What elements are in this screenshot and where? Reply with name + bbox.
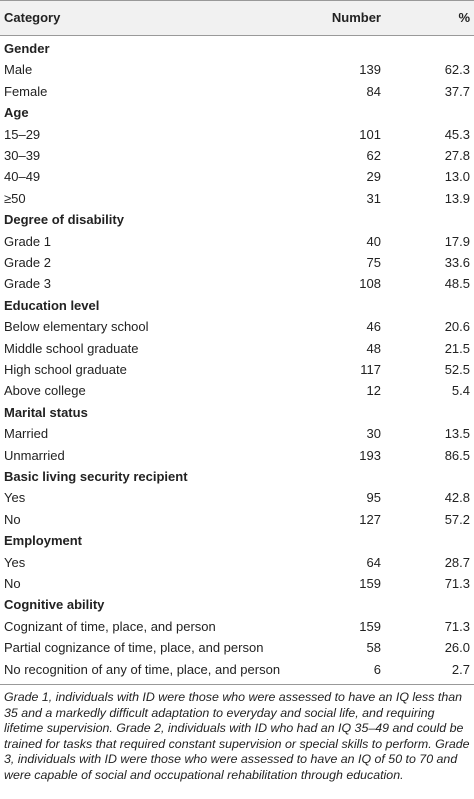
row-value: 37.7 bbox=[444, 83, 470, 99]
row-value: 127 bbox=[359, 511, 381, 527]
row-label: Grade 3 bbox=[4, 276, 51, 292]
row-label: ≥50 bbox=[4, 190, 26, 206]
row-label: Male bbox=[4, 62, 33, 78]
row-value: 62 bbox=[366, 148, 381, 163]
row-value: 108 bbox=[359, 276, 381, 292]
row-label: Partial cognizance of time, place, and p… bbox=[4, 640, 264, 656]
row-value: 139 bbox=[359, 62, 381, 78]
row-value: 64 bbox=[366, 554, 381, 570]
row-label: Yes bbox=[4, 554, 26, 570]
row-value: 71.3 bbox=[444, 576, 470, 591]
section-title: Cognitive ability bbox=[4, 597, 105, 613]
row-value: 48 bbox=[366, 340, 381, 356]
row-value: 159 bbox=[359, 576, 381, 591]
row-value: 28.7 bbox=[444, 554, 470, 570]
row-value: 21.5 bbox=[444, 340, 470, 356]
row-label: Middle school graduate bbox=[4, 340, 139, 356]
header-cell: Number bbox=[331, 10, 381, 25]
row-value: 84 bbox=[366, 83, 381, 99]
row-value: 159 bbox=[359, 618, 381, 634]
row-value: 13.9 bbox=[444, 190, 470, 206]
row-value: 75 bbox=[366, 255, 381, 270]
row-value: 26.0 bbox=[444, 640, 470, 656]
row-label: High school graduate bbox=[4, 362, 127, 377]
row-value: 27.8 bbox=[444, 148, 470, 163]
row-label: Cognizant of time, place, and person bbox=[4, 618, 216, 634]
row-value: 40 bbox=[366, 233, 381, 249]
row-value: 31 bbox=[366, 190, 381, 206]
row-value: 2.7 bbox=[451, 661, 470, 677]
section-title: Marital status bbox=[4, 404, 88, 420]
row-label: Married bbox=[4, 426, 49, 442]
row-label: Grade 1 bbox=[4, 233, 51, 249]
row-value: 5.4 bbox=[451, 383, 470, 399]
row-label: 15–29 bbox=[4, 126, 41, 142]
row-label: 30–39 bbox=[4, 148, 41, 163]
row-label: Female bbox=[4, 83, 48, 99]
row-label: Below elementary school bbox=[4, 319, 149, 335]
row-value: 12 bbox=[366, 383, 381, 399]
row-value: 117 bbox=[360, 362, 381, 377]
row-value: 29 bbox=[366, 169, 381, 185]
row-value: 52.5 bbox=[444, 362, 470, 377]
row-value: 86.5 bbox=[444, 447, 470, 463]
row-value: 17.9 bbox=[444, 233, 470, 249]
footnote: Grade 1, individuals with ID were those … bbox=[4, 690, 470, 782]
row-label: No recognition of any of time, place, an… bbox=[4, 661, 281, 677]
row-label: 40–49 bbox=[4, 169, 41, 185]
header-cell: Category bbox=[4, 10, 61, 25]
section-title: Basic living security recipient bbox=[4, 469, 188, 484]
row-value: 46 bbox=[366, 319, 381, 335]
row-value: 101 bbox=[359, 126, 381, 142]
section-title: Employment bbox=[4, 533, 83, 549]
row-value: 95 bbox=[366, 490, 381, 506]
section-title: Age bbox=[4, 105, 29, 121]
row-value: 13.5 bbox=[444, 426, 470, 442]
row-value: 20.6 bbox=[444, 319, 470, 335]
header-row bbox=[0, 0, 474, 36]
section-title: Degree of disability bbox=[4, 212, 124, 228]
row-label: No bbox=[4, 576, 21, 591]
row-label: Above college bbox=[4, 383, 86, 399]
row-value: 30 bbox=[366, 426, 381, 442]
row-value: 42.8 bbox=[444, 490, 470, 506]
header-cell: % bbox=[458, 10, 470, 25]
row-label: Grade 2 bbox=[4, 255, 51, 270]
row-label: Unmarried bbox=[4, 447, 65, 463]
row-value: 48.5 bbox=[444, 276, 470, 292]
row-value: 57.2 bbox=[444, 511, 470, 527]
table-bottom-rule bbox=[0, 684, 474, 685]
row-value: 6 bbox=[373, 661, 381, 677]
section-title: Gender bbox=[4, 41, 50, 56]
row-value: 71.3 bbox=[444, 618, 470, 634]
row-value: 33.6 bbox=[444, 255, 470, 270]
row-label: Yes bbox=[4, 490, 26, 506]
row-label: No bbox=[4, 511, 21, 527]
row-value: 13.0 bbox=[444, 169, 470, 185]
section-title: Education level bbox=[4, 297, 100, 313]
row-value: 58 bbox=[366, 640, 381, 656]
row-value: 45.3 bbox=[444, 126, 470, 142]
row-value: 193 bbox=[359, 447, 381, 463]
row-value: 62.3 bbox=[444, 62, 470, 78]
